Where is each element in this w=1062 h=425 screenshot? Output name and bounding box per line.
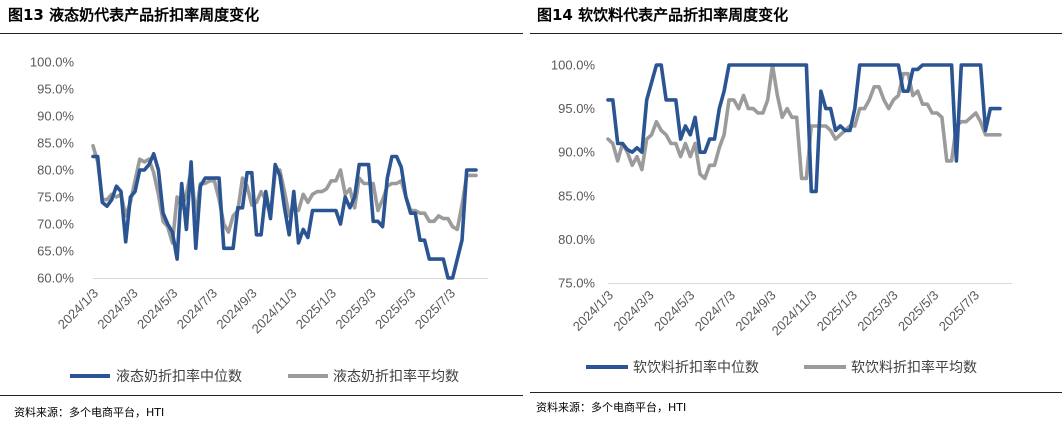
source-note: 资料来源：多个电商平台，HTI: [14, 406, 165, 419]
figure-14-panel: 图14 软饮料代表产品折扣率周度变化 100.0% 95.0% 90.0% 85.0%…: [530, 0, 1062, 425]
x-tick-label: 2025/7/3: [412, 286, 458, 332]
soft-drink-discount-chart: 100.0%95.0%90.0%85.0%80.0%75.0%2024/1/32…: [551, 58, 1012, 376]
legend-label: 软饮料折扣率中位数: [633, 359, 759, 376]
y-tick-label: 100.0%: [30, 55, 75, 70]
y-tick-label: 90.0%: [37, 109, 74, 124]
x-tick-label: 2025/1/3: [293, 286, 339, 332]
legend-label: 液态奶折扣率中位数: [116, 368, 242, 385]
x-tick-label: 2025/3/3: [854, 288, 900, 334]
y-tick-label: 60.0%: [37, 271, 74, 286]
y-tick-label: 95.0%: [37, 82, 74, 97]
figure-title: 图13 液态奶代表产品折扣率周度变化: [8, 6, 260, 24]
y-tick-label: 75.0%: [37, 190, 74, 205]
y-tick-label: 75.0%: [558, 276, 595, 291]
series-line-average: [606, 63, 1002, 181]
x-tick-label: 2024/7/3: [692, 288, 738, 334]
x-tick-label: 2024/1/3: [570, 288, 616, 334]
figure-title: 图14 软饮料代表产品折扣率周度变化: [537, 6, 789, 24]
x-tick-label: 2025/5/3: [895, 288, 941, 334]
x-tick-label: 2025/3/3: [332, 286, 378, 332]
series-line-average: [91, 143, 478, 245]
x-tick-label: 2024/7/3: [174, 286, 220, 332]
title-rule: [530, 33, 1062, 34]
y-tick-label: 80.0%: [37, 163, 74, 178]
legend-label: 软饮料折扣率平均数: [851, 359, 977, 376]
source-note: 资料来源：多个电商平台，HTI: [536, 401, 687, 414]
y-tick-label: 65.0%: [37, 244, 74, 259]
y-tick-label: 70.0%: [37, 217, 74, 232]
x-tick-label: 2025/5/3: [372, 286, 418, 332]
y-tick-label: 80.0%: [558, 232, 595, 247]
x-tick-label: 2025/7/3: [936, 288, 982, 334]
x-tick-label: 2024/3/3: [94, 286, 140, 332]
source-rule: [530, 392, 1062, 393]
source-rule: [0, 395, 523, 396]
y-tick-label: 90.0%: [558, 145, 595, 160]
y-tick-label: 95.0%: [558, 101, 595, 116]
series-line-median: [606, 63, 1002, 194]
y-tick-label: 85.0%: [558, 188, 595, 203]
x-tick-label: 2024/5/3: [134, 286, 180, 332]
x-tick-label: 2024/5/3: [651, 288, 697, 334]
x-tick-label: 2024/11/3: [769, 288, 820, 339]
y-tick-label: 85.0%: [37, 136, 74, 151]
series-line-median: [91, 152, 478, 280]
legend-label: 液态奶折扣率平均数: [333, 368, 459, 385]
y-tick-label: 100.0%: [551, 58, 596, 73]
x-tick-label: 2024/3/3: [610, 288, 656, 334]
x-tick-label: 2025/1/3: [814, 288, 860, 334]
liquid-milk-discount-chart: 100.0% 95.0% 90.0% 85.0% 80.0% 75.0% 70.0% 65.0…: [30, 55, 488, 385]
title-rule: [0, 33, 523, 34]
x-tick-label: 2024/1/3: [55, 286, 101, 332]
figure-13-panel: 图13 液态奶代表产品折扣率周度变化 100.0% 95.0% 90.0% 85.0%…: [0, 0, 523, 425]
